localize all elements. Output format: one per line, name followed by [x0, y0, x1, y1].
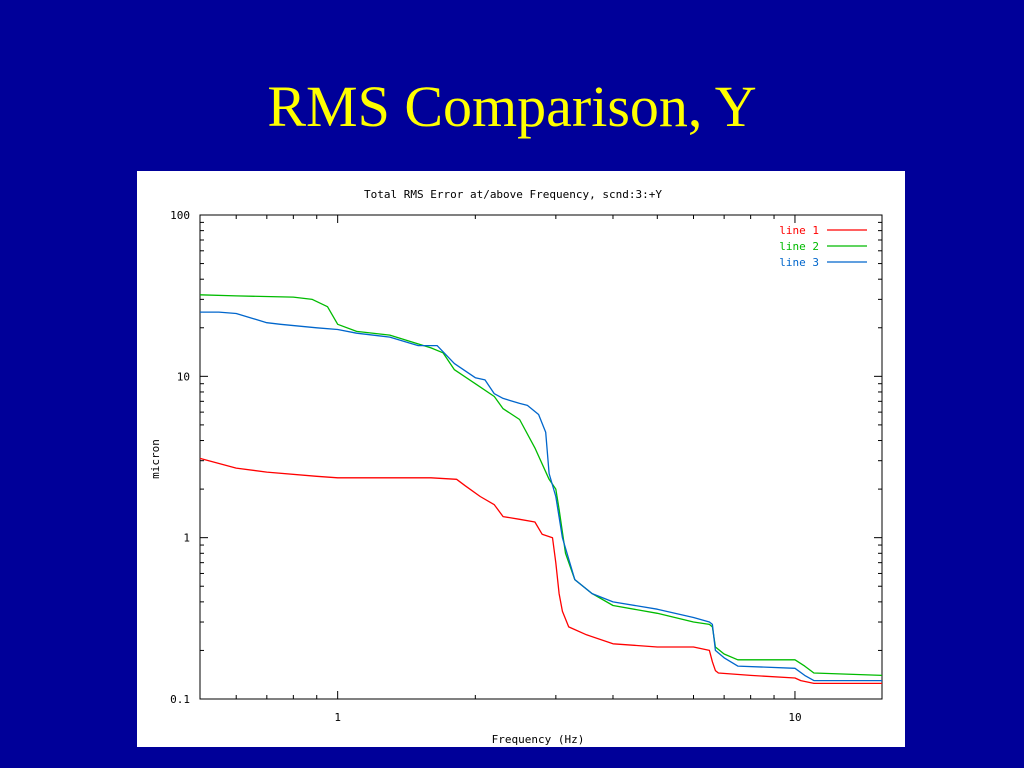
y-axis-label: micron — [149, 439, 162, 479]
rms-chart: Total RMS Error at/above Frequency, scnd… — [149, 188, 883, 746]
y-tick-label: 10 — [177, 370, 190, 383]
plot-panel: Total RMS Error at/above Frequency, scnd… — [137, 171, 905, 747]
y-tick-label: 0.1 — [170, 693, 190, 706]
plot-frame — [199, 214, 883, 700]
series-line-2 — [199, 294, 883, 677]
legend-label: line 3 — [779, 256, 819, 269]
x-tick-label: 1 — [334, 711, 341, 724]
x-tick-label: 10 — [788, 711, 801, 724]
legend-label: line 2 — [779, 240, 819, 253]
slide-title: RMS Comparison, Y — [267, 74, 757, 139]
series-line-1 — [199, 457, 882, 685]
axis-ticks: 0.1 1 10 100 1 10 — [170, 209, 882, 724]
chart-title: Total RMS Error at/above Frequency, scnd… — [364, 188, 662, 201]
x-axis-label: Frequency (Hz) — [492, 733, 585, 746]
y-tick-label: 100 — [170, 209, 190, 222]
legend-label: line 1 — [779, 224, 819, 237]
data-lines — [199, 294, 883, 685]
legend: line 1 line 2 line 3 — [779, 224, 867, 269]
y-tick-label: 1 — [183, 532, 190, 545]
series-line-3 — [200, 311, 882, 682]
